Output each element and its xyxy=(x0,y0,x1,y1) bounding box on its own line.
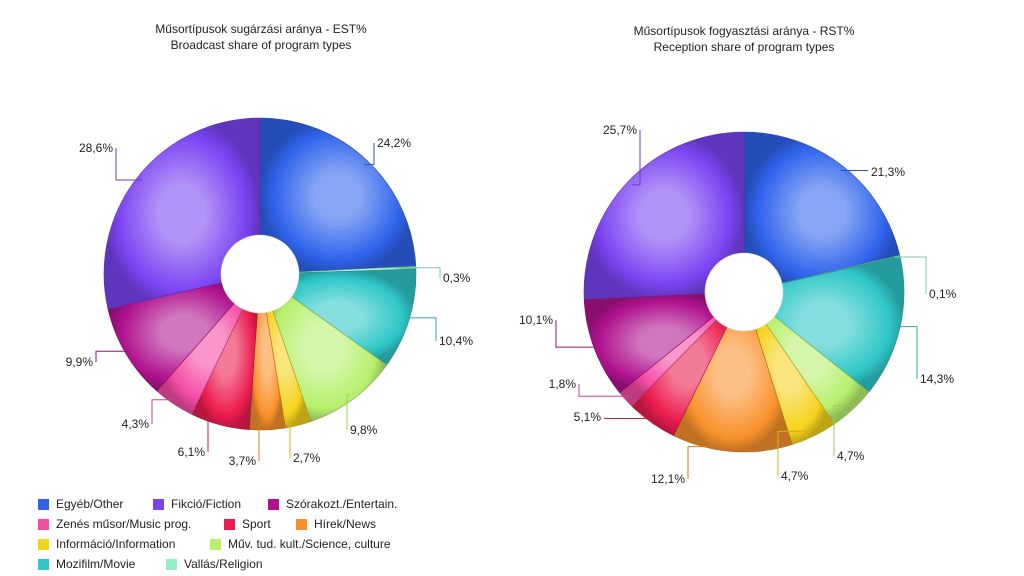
data-label: 24,2% xyxy=(377,136,411,150)
donut-hole xyxy=(704,252,784,332)
leader-line xyxy=(207,419,222,452)
leader-line xyxy=(364,143,375,166)
legend-row: Mozifilm/Movie Vallás/Religion xyxy=(38,554,468,574)
data-label: 25,7% xyxy=(603,123,637,137)
legend-row: Egyéb/Other Fikció/Fiction Szórakozt./Ente… xyxy=(38,494,468,514)
legend-swatch xyxy=(224,518,235,530)
legend-item-egy-b-other: Egyéb/Other xyxy=(38,497,143,511)
leader-line xyxy=(151,399,177,424)
legend-label: Vallás/Religion xyxy=(184,557,263,571)
leader-line xyxy=(346,394,351,430)
leader-line xyxy=(115,148,142,181)
legend-swatch xyxy=(38,498,49,510)
reception-share-chart: Műsortípusok fogyasztási aránya - RST% R… xyxy=(519,24,957,486)
data-label: 5,1% xyxy=(574,410,602,424)
leader-line xyxy=(895,256,927,294)
pie-slice-egy-b-other xyxy=(743,131,901,293)
broadcast-share-chart: Műsortípusok sugárzási aránya - EST% Bro… xyxy=(66,22,474,468)
chart-title: Műsortípusok fogyasztási aránya - RST% xyxy=(634,24,855,38)
pie-slices xyxy=(583,131,905,453)
data-label: 1,8% xyxy=(549,377,577,391)
legend-item-h-rek-news: Hírek/News xyxy=(296,517,416,531)
leader-line xyxy=(95,350,131,362)
legend-swatch xyxy=(210,538,221,550)
chart-subtitle: Broadcast share of program types xyxy=(171,38,352,52)
data-label: 28,6% xyxy=(79,141,113,155)
legend-item-mozifilm-movie: Mozifilm/Movie xyxy=(38,557,156,571)
leader-line xyxy=(404,317,437,341)
legend: Egyéb/Other Fikció/Fiction Szórakozt./Ente… xyxy=(38,494,468,574)
leader-line xyxy=(777,430,812,476)
legend-item-sport: Sport xyxy=(224,517,286,531)
pie-slice-fikci-fiction xyxy=(583,131,745,300)
slice-labels: 24,2% 0,3% 10,4% 9,8% 2,7% 3,7% 6,1% 4,3% 9,9% 28… xyxy=(66,136,474,468)
data-label: 4,7% xyxy=(781,469,809,483)
data-label: 21,3% xyxy=(871,165,905,179)
legend-item-sz-rakozt-entertain: Szórakozt./Entertain. xyxy=(268,497,428,511)
pie-slice-m-v-tud-kult-science-culture xyxy=(259,273,388,422)
donut-hole xyxy=(220,234,300,314)
chart-title: Műsortípusok sugárzási aránya - EST% xyxy=(155,22,367,36)
legend-label: Műv. tud. kult./Science, culture xyxy=(228,537,391,551)
legend-swatch xyxy=(38,558,49,570)
data-label: 9,9% xyxy=(66,355,94,369)
legend-label: Hírek/News xyxy=(314,517,377,531)
pie-slice-h-rek-news xyxy=(673,291,793,453)
pie-slice-sz-rakozt-entertain xyxy=(583,291,745,394)
legend-label: Információ/Information xyxy=(56,537,176,551)
legend-item-vall-s-religion: Vallás/Religion xyxy=(166,557,306,571)
leader-line xyxy=(289,419,298,458)
leader-line xyxy=(687,446,733,479)
data-label: 0,3% xyxy=(443,271,471,285)
leader-line xyxy=(258,424,268,461)
data-label: 9,8% xyxy=(350,423,378,437)
legend-swatch xyxy=(296,518,307,530)
legend-swatch xyxy=(153,498,164,510)
legend-swatch xyxy=(38,538,49,550)
legend-label: Egyéb/Other xyxy=(56,497,124,511)
data-label: 3,7% xyxy=(229,454,257,468)
pie-slice-egy-b-other xyxy=(259,117,417,275)
legend-label: Fikció/Fiction xyxy=(171,497,242,511)
legend-label: Mozifilm/Movie xyxy=(56,557,136,571)
legend-label: Szórakozt./Entertain. xyxy=(286,497,398,511)
legend-item-zen-s-m-sor-music-prog: Zenés műsor/Music prog. xyxy=(38,517,214,531)
data-label: 14,3% xyxy=(920,372,954,386)
leader-line xyxy=(631,130,641,186)
data-label: 12,1% xyxy=(651,472,685,486)
data-label: 6,1% xyxy=(178,445,206,459)
data-label: 0,1% xyxy=(929,287,957,301)
pie-slice-fikci-fiction xyxy=(103,117,261,310)
leader-line xyxy=(410,267,441,278)
leader-line xyxy=(833,405,850,456)
data-label: 10,1% xyxy=(519,313,553,327)
legend-label: Zenés műsor/Music prog. xyxy=(56,517,192,531)
legend-swatch xyxy=(38,518,49,530)
data-label: 4,3% xyxy=(122,417,150,431)
pie-slice-mozifilm-movie xyxy=(259,268,417,366)
leader-line xyxy=(578,384,630,397)
data-label: 10,4% xyxy=(439,334,473,348)
legend-row: Információ/Information Műv. tud. kult./Sc… xyxy=(38,534,468,554)
leader-line xyxy=(555,320,600,348)
legend-item-inform-ci-information: Információ/Information xyxy=(38,537,200,551)
legend-swatch xyxy=(166,558,177,570)
data-label: 4,7% xyxy=(837,449,865,463)
data-label: 2,7% xyxy=(293,451,321,465)
pie-slice-sz-rakozt-entertain xyxy=(107,273,261,392)
slice-labels: 21,3% 0,1% 14,3% 4,7% 4,7% 12,1% 5,1% 1,8% 10,1%… xyxy=(519,123,957,486)
legend-row: Zenés műsor/Music prog. Sport Hírek/News xyxy=(38,514,468,534)
legend-item-fikci-fiction: Fikció/Fiction xyxy=(153,497,258,511)
legend-swatch xyxy=(268,498,279,510)
legend-label: Sport xyxy=(242,517,271,531)
pie-slice-mozifilm-movie xyxy=(743,255,905,393)
leader-line xyxy=(895,326,918,379)
legend-item-m-v-tud-kult-science-culture: Műv. tud. kult./Science, culture xyxy=(210,537,430,551)
chart-subtitle: Reception share of program types xyxy=(654,40,835,54)
